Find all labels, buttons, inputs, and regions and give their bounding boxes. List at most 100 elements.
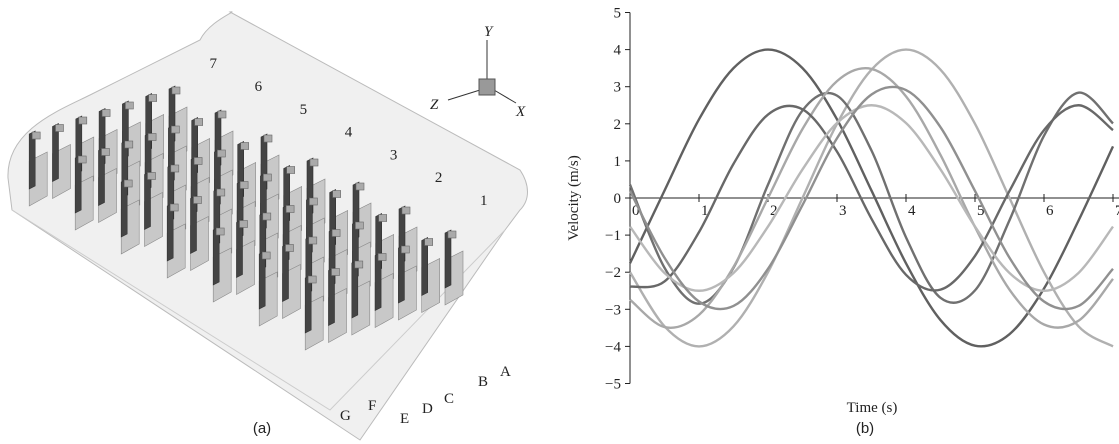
column-label: C <box>444 391 454 407</box>
seat-back <box>74 154 82 214</box>
headrest <box>77 155 87 164</box>
series-line <box>629 104 1114 292</box>
headrest <box>171 86 181 95</box>
seat-back <box>421 237 428 296</box>
headrest <box>263 134 273 143</box>
axis-label: Z <box>430 97 439 113</box>
x-tick-label: 3 <box>839 203 847 219</box>
headrest <box>355 221 364 230</box>
headrest <box>285 244 294 252</box>
row-label: 2 <box>435 170 443 186</box>
seat-back <box>351 259 359 319</box>
headrest <box>239 220 248 228</box>
headrest <box>171 125 180 134</box>
headrest <box>309 158 319 167</box>
x-tick-label: 4 <box>908 203 916 219</box>
headrest <box>354 260 364 269</box>
headrest <box>401 245 410 254</box>
seat-back <box>236 219 243 278</box>
caption: (b) <box>856 420 874 437</box>
x-tick-label: 2 <box>770 203 778 219</box>
headrest <box>286 166 296 174</box>
y-tick-label: 1 <box>614 154 622 170</box>
headrest <box>424 238 434 246</box>
y-tick-label: −2 <box>605 265 621 281</box>
headrest <box>332 190 342 198</box>
headrest <box>262 212 272 221</box>
seat-back <box>212 226 220 286</box>
row-label: 1 <box>480 193 488 209</box>
seat-back <box>444 229 452 289</box>
seat-back <box>190 195 197 254</box>
triad-x <box>493 89 517 104</box>
column-label: E <box>400 411 409 427</box>
row-label: 4 <box>345 125 353 141</box>
triad-z <box>447 89 481 101</box>
row-label: 5 <box>300 102 308 118</box>
headrest <box>194 118 203 126</box>
headrest <box>285 205 295 213</box>
y-tick-label: −5 <box>605 377 621 393</box>
seat-back <box>398 244 405 304</box>
headrest <box>447 230 457 239</box>
headrest <box>355 182 365 191</box>
x-axis-label: Time (s) <box>847 400 898 416</box>
series-line <box>628 91 1114 305</box>
caption: (a) <box>253 420 271 437</box>
y-tick-label: 3 <box>614 80 622 96</box>
triad-cube <box>478 78 496 96</box>
headrest <box>147 133 157 141</box>
headrest <box>169 203 179 212</box>
column-label: F <box>368 398 376 414</box>
column-label: B <box>478 374 488 390</box>
headrest <box>307 275 317 284</box>
headrest <box>401 206 411 215</box>
x-tick-label: 6 <box>1046 203 1054 219</box>
headrest <box>331 229 341 237</box>
series-line <box>629 104 1114 292</box>
series-line <box>629 67 1114 329</box>
headrest <box>193 196 202 204</box>
headrest <box>309 197 318 206</box>
y-tick-label: −1 <box>605 228 621 244</box>
seat-back <box>52 123 59 182</box>
column-label: D <box>422 401 433 417</box>
headrest <box>239 181 249 189</box>
seat-back <box>258 250 266 310</box>
axis-triad: Y Z X <box>430 24 526 120</box>
axis-label: X <box>515 104 526 120</box>
seat-back <box>166 202 174 262</box>
seat-back <box>328 267 335 326</box>
headrest <box>240 142 249 150</box>
y-tick-label: 2 <box>614 117 622 133</box>
headrest <box>124 140 134 149</box>
headrest <box>308 236 318 245</box>
y-axis-label: Velocity (m/s) <box>566 155 582 240</box>
y-tick-label: 4 <box>614 43 622 59</box>
headrest <box>101 109 111 117</box>
y-tick-label: 0 <box>614 191 622 207</box>
series-line <box>628 48 1115 348</box>
axis-label: Y <box>484 24 494 40</box>
headrest <box>147 172 156 180</box>
headrest <box>170 164 180 173</box>
headrest <box>125 101 134 110</box>
series-line <box>628 85 1114 311</box>
x-tick-label: 7 <box>1115 203 1119 219</box>
y-tick-label: −4 <box>605 339 621 355</box>
headrest <box>217 110 227 119</box>
y-tick-label: 5 <box>614 6 622 22</box>
seat-back <box>28 130 36 190</box>
column-label: A <box>500 364 511 380</box>
headrest <box>101 148 110 156</box>
headrest <box>31 131 41 140</box>
headrest <box>123 179 133 188</box>
row-label: 7 <box>210 56 218 72</box>
headrest <box>193 157 203 165</box>
headrest <box>216 188 226 197</box>
seat-back <box>374 252 382 311</box>
headrest <box>263 173 272 182</box>
x-tick-label: 5 <box>977 203 985 219</box>
x-tick-label: 0 <box>632 203 640 219</box>
